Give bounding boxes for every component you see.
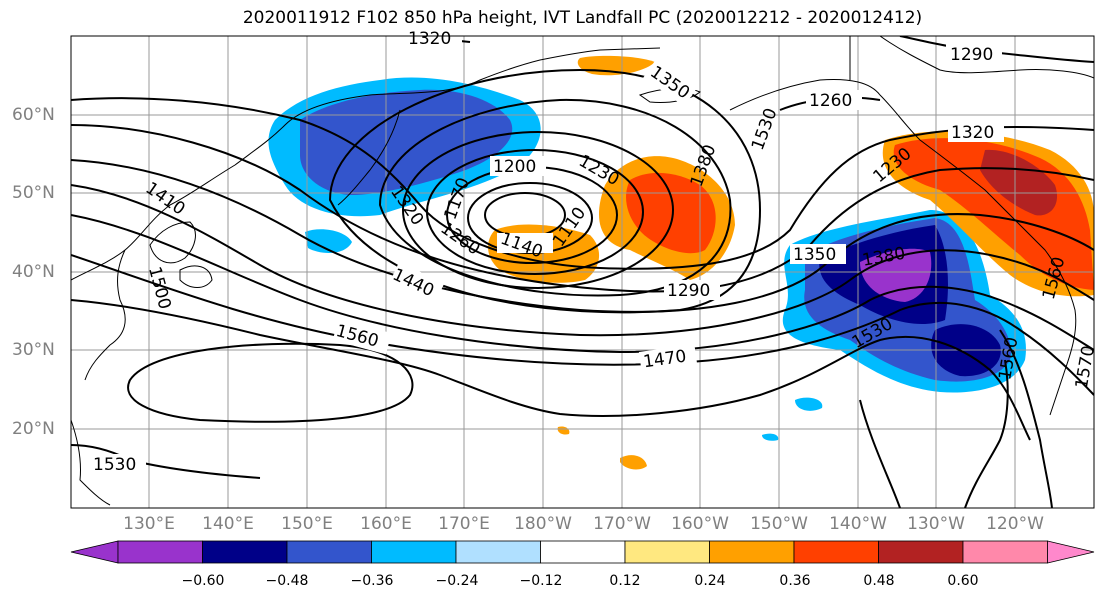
lon-label: 140°W [829, 514, 887, 534]
colorbar-tick-label: −0.60 [181, 573, 225, 589]
lat-label: 20°N [12, 419, 55, 439]
lon-label: 130°W [907, 514, 965, 534]
lon-label: 150°E [281, 514, 333, 534]
map-frame [70, 35, 1095, 509]
colorbar-tick-label: −0.12 [519, 573, 563, 589]
contour-1380 [71, 159, 1094, 313]
contour-label: 1570 [1072, 344, 1099, 390]
contour-1260 [378, 98, 732, 297]
contour-1530 [71, 359, 1009, 508]
lon-label: 170°W [593, 514, 651, 534]
colorbar-segment [878, 540, 964, 564]
colorbar-segment [540, 540, 626, 564]
contour-label: 1530 [748, 106, 782, 153]
graticule [71, 36, 1094, 508]
contour-1500 [71, 299, 1031, 441]
lat-label: 50°N [12, 183, 55, 203]
colorbar-extend-low [70, 540, 119, 564]
colorbar-segment [117, 540, 203, 564]
colorbar-segment [793, 540, 879, 564]
contour-label: 1200 [493, 157, 536, 177]
contour-label: 1320 [408, 29, 451, 49]
contour-label: 1320 [951, 123, 994, 143]
colorbar-segment [624, 540, 710, 564]
colorbar-tick-label: 0.48 [863, 573, 895, 589]
ivt-minimum-core [860, 248, 932, 302]
colorbar-tick-label: 0.24 [694, 573, 726, 589]
lon-label: 140°E [202, 514, 254, 534]
contour-label: 1290 [950, 45, 993, 65]
colorbar-segment [962, 540, 1048, 564]
lat-label: 60°N [12, 105, 55, 125]
contour-1560-east [999, 329, 1053, 508]
colorbar-segment [709, 540, 795, 564]
colorbar-segment [455, 540, 541, 564]
lon-label: 170°E [438, 514, 490, 534]
lon-label: 120°W [986, 514, 1044, 534]
contour-1290 [328, 68, 762, 314]
lat-label: 40°N [12, 262, 55, 282]
colorbar-tick-label: −0.36 [350, 573, 394, 589]
colorbar-extend-high [1047, 540, 1095, 564]
coastlines [71, 36, 1094, 506]
map-title: 2020011912 F102 850 hPa height, IVT Land… [242, 8, 923, 28]
colorbar-segment [371, 540, 457, 564]
contour-1410 [71, 184, 1094, 337]
contour-1320 [71, 97, 1094, 270]
colorbar [70, 540, 1095, 564]
colorbar-segment [286, 540, 372, 564]
contour-label: 1260 [809, 91, 852, 111]
colorbar-tick-label: −0.24 [435, 573, 479, 589]
contour-label: 1350 [793, 245, 836, 265]
colorbar-tick-label: 0.60 [947, 573, 979, 589]
colorbar-tick-label: 0.36 [779, 573, 811, 589]
contour-1230 [402, 131, 674, 289]
lon-label: 130°E [123, 514, 175, 534]
map-content [71, 36, 1094, 508]
contour-1560-west [127, 342, 414, 423]
colorbar-tick-label: −0.48 [265, 573, 309, 589]
ivt-maximum-core [980, 149, 1058, 216]
contour-label: 1260 [437, 218, 484, 259]
contour-label: 1530 [93, 455, 136, 475]
colorbar-tick-label: 0.12 [609, 573, 641, 589]
lon-label: 180°W [514, 514, 572, 534]
lon-label: 150°W [750, 514, 808, 534]
lon-label: 160°W [671, 514, 729, 534]
colorbar-segment [202, 540, 288, 564]
contour-1350 [71, 124, 1094, 293]
contour-label: 1290 [667, 281, 710, 301]
lat-label: 30°N [12, 340, 55, 360]
lon-label: 160°E [360, 514, 412, 534]
